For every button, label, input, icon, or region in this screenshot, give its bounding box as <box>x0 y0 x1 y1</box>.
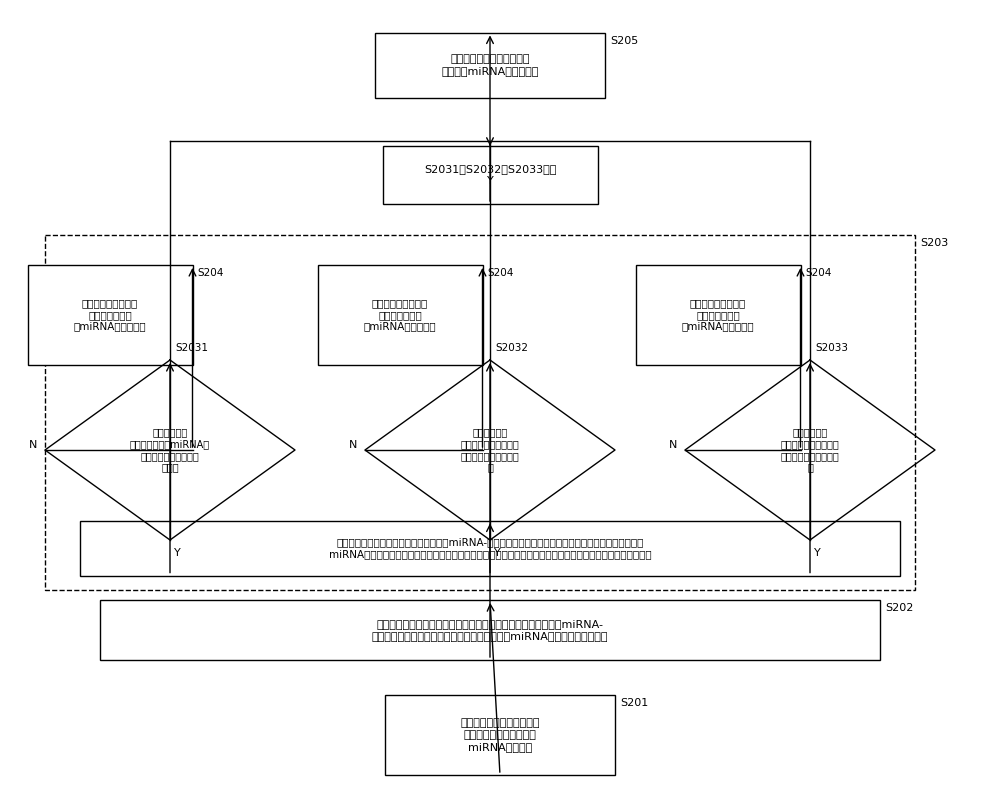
Text: 海绵基因和靶
基因之间的互信息值的
显著性是否小于第一阈
值: 海绵基因和靶 基因之间的互信息值的 显著性是否小于第一阈 值 <box>461 427 519 472</box>
Text: 海绵基因和靶
基因之间的共享miRNA的
统计显著性是否小于第
一阈值: 海绵基因和靶 基因之间的共享miRNA的 统计显著性是否小于第 一阈值 <box>130 427 210 472</box>
Bar <box>100 600 880 660</box>
Text: S2031、S2032、S2033均为
Y: S2031、S2032、S2033均为 Y <box>424 164 556 186</box>
Text: N: N <box>669 440 677 450</box>
Text: 获取样本的海绵基因表达矩
阵、靶基因表达矩阵以及
miRNA表达矩阵: 获取样本的海绵基因表达矩 阵、靶基因表达矩阵以及 miRNA表达矩阵 <box>460 718 540 751</box>
Text: 根据一个海绵基因、靶基因、以及预设的miRNA-靶基因调控关系数据，计算海绵基因和靶基因之间的共享
miRNA的统计显著性、海绵基因和靶基因之间的互信息值的显著: 根据一个海绵基因、靶基因、以及预设的miRNA-靶基因调控关系数据，计算海绵基因… <box>329 537 651 559</box>
Text: S204: S204 <box>198 268 224 278</box>
Text: 确认匹配样本的海绵
基因和靶基因不
为miRNA海绵互作对: 确认匹配样本的海绵 基因和靶基因不 为miRNA海绵互作对 <box>74 299 146 332</box>
Bar <box>45 235 915 590</box>
Text: S201: S201 <box>620 698 648 708</box>
Text: 海绵基因和靶
基因之间敏感性条件互
信息值是否大于第二阈
值: 海绵基因和靶 基因之间敏感性条件互 信息值是否大于第二阈 值 <box>781 427 839 472</box>
Text: N: N <box>29 440 37 450</box>
Text: Y: Y <box>494 548 501 558</box>
Text: S203: S203 <box>920 238 948 248</box>
Text: N: N <box>349 440 357 450</box>
Text: S2033: S2033 <box>815 343 848 353</box>
Text: 确认匹配样本的海绵
基因和靶基因不
为miRNA海绵互作对: 确认匹配样本的海绵 基因和靶基因不 为miRNA海绵互作对 <box>682 299 754 332</box>
Bar <box>318 265 483 365</box>
Text: S202: S202 <box>885 603 913 613</box>
Text: 根据一个海绵基因、与海绵基因为互作对的靶基因、以及预设的miRNA-
靶基因调控关系数据，计算海绵基因、靶基因的miRNA海绵互作对识别参数: 根据一个海绵基因、与海绵基因为互作对的靶基因、以及预设的miRNA- 靶基因调控… <box>372 619 608 641</box>
Text: S2032: S2032 <box>495 343 528 353</box>
Text: S204: S204 <box>806 268 832 278</box>
Bar <box>636 265 800 365</box>
Bar <box>80 521 900 575</box>
Bar <box>375 32 605 97</box>
Text: 确认匹配样本的海绵
基因和靶基因不
为miRNA海绵互作对: 确认匹配样本的海绵 基因和靶基因不 为miRNA海绵互作对 <box>364 299 436 332</box>
Bar <box>383 146 598 204</box>
Text: S205: S205 <box>610 36 638 46</box>
Bar <box>385 695 615 775</box>
Text: 确认匹配样本的海绵基因和
靶基因为miRNA海绵互作对: 确认匹配样本的海绵基因和 靶基因为miRNA海绵互作对 <box>441 55 539 76</box>
Text: S2031: S2031 <box>175 343 208 353</box>
Text: Y: Y <box>174 548 181 558</box>
Text: S204: S204 <box>488 268 514 278</box>
Text: Y: Y <box>814 548 821 558</box>
Bar <box>28 265 193 365</box>
